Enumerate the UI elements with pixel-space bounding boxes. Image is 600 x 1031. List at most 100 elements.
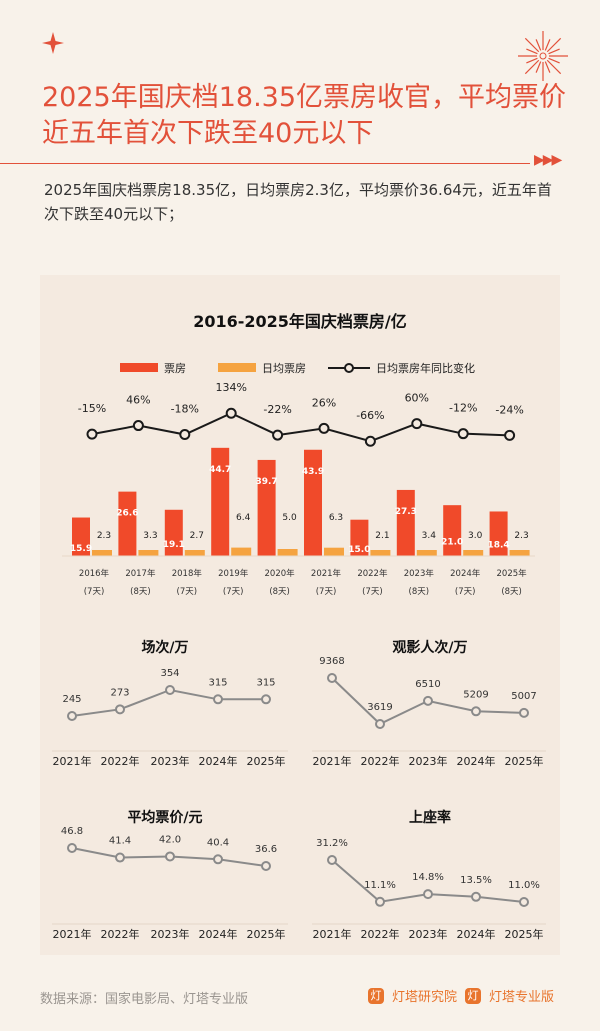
x-tick-label: 2025年 <box>247 754 286 768</box>
bar-label-box-office: 26.6 <box>116 509 138 519</box>
yoy-label: 134% <box>215 381 246 394</box>
trend-point <box>67 843 77 853</box>
trend-point <box>327 855 337 865</box>
legend-marker <box>344 363 354 373</box>
bar-daily-avg <box>184 550 205 556</box>
yoy-point <box>132 420 144 432</box>
x-tick-label: 2016年 <box>79 568 110 579</box>
trend-label: 354 <box>160 668 179 679</box>
page-title: 2025年国庆档18.35亿票房收官，平均票价近五年首次下跌至40元以下 <box>42 82 567 149</box>
x-tick-label: 2017年 <box>125 568 156 579</box>
trend-point <box>115 852 125 863</box>
trend-point <box>213 854 223 865</box>
bar-box-office <box>489 511 508 556</box>
trend-label: 6510 <box>415 679 440 690</box>
trend-label: 3619 <box>367 702 392 713</box>
trend-point <box>261 861 271 871</box>
bar-label-daily-avg: 3.0 <box>468 531 483 541</box>
bar-label-daily-avg: 2.7 <box>190 531 204 541</box>
x-tick-label: 2023年 <box>409 927 448 941</box>
x-tick-label: 2018年 <box>172 568 203 579</box>
firework-ray <box>546 59 562 75</box>
yoy-point <box>272 429 284 441</box>
trend-label: 273 <box>110 687 129 698</box>
bar-daily-avg <box>416 550 437 556</box>
yoy-label: -66% <box>356 409 384 422</box>
bar-box-office <box>211 447 230 556</box>
firework-ray <box>548 57 560 64</box>
bar-box-office <box>443 505 462 556</box>
trend-label: 40.4 <box>207 837 229 848</box>
bar-label-box-office: 21.0 <box>441 538 463 548</box>
yoy-label: 26% <box>312 396 336 409</box>
x-tick-label: 2024年 <box>457 927 496 941</box>
x-tick-label: 2023年 <box>409 754 448 768</box>
trend-point <box>213 694 223 705</box>
divider <box>0 163 530 164</box>
trend-point <box>327 673 337 683</box>
small-chart-title: 平均票价/元 <box>127 809 202 826</box>
chart-title: 2016-2025年国庆档票房/亿 <box>193 312 407 331</box>
trend-point <box>67 711 77 721</box>
x-tick-label: 2025年 <box>497 568 528 579</box>
x-tick-label: 2025年 <box>247 927 286 941</box>
bar-box-office <box>164 509 183 556</box>
bar-label-daily-avg: 3.3 <box>143 531 157 541</box>
lighthouse-research-logo-icon: 灯 <box>368 987 384 1004</box>
yoy-label: -12% <box>449 402 477 415</box>
x-tick-label: 2021年 <box>313 927 352 941</box>
x-tick-sublabel: (7天) <box>455 587 476 597</box>
firework-ray <box>524 59 540 75</box>
firework-ray <box>546 37 562 53</box>
x-tick-label: 2022年 <box>361 927 400 941</box>
x-tick-label: 2022年 <box>101 927 140 941</box>
yoy-label: 60% <box>405 392 429 405</box>
trend-point <box>471 891 481 902</box>
yoy-label: -18% <box>171 403 199 416</box>
triple-arrow-icon: ▶▶▶ <box>534 152 562 168</box>
x-tick-label: 2022年 <box>357 568 388 579</box>
yoy-label: -22% <box>263 403 291 416</box>
x-tick-label: 2024年 <box>457 754 496 768</box>
bar-label-box-office: 15.9 <box>70 544 92 554</box>
brand-pro: 灯塔专业版 <box>489 990 555 1005</box>
bar-label-daily-avg: 6.3 <box>329 513 343 523</box>
trend-point <box>471 706 481 717</box>
bar-daily-avg <box>463 550 484 556</box>
brand-logos: 灯 灯塔研究院 灯 灯塔专业版 <box>368 986 554 1005</box>
firework-center <box>539 52 547 60</box>
trend-point <box>115 704 125 715</box>
trend-label: 315 <box>208 677 227 688</box>
bar-label-box-office: 43.9 <box>302 467 324 477</box>
bar-daily-avg <box>370 550 391 556</box>
trend-label: 5007 <box>511 691 536 702</box>
x-tick-label: 2023年 <box>151 927 190 941</box>
x-tick-sublabel: (7天) <box>362 587 383 597</box>
x-tick-label: 2025年 <box>505 754 544 768</box>
bar-label-daily-avg: 2.3 <box>514 531 528 541</box>
trend-label: 11.1% <box>364 880 396 891</box>
trend-label: 315 <box>256 677 275 688</box>
bar-label-daily-avg: 2.1 <box>375 531 389 541</box>
yoy-point <box>411 418 423 430</box>
trend-point <box>423 889 433 900</box>
bar-label-daily-avg: 2.3 <box>97 531 111 541</box>
trend-point <box>519 897 529 907</box>
trend-label: 36.6 <box>255 844 277 855</box>
legend-swatch <box>120 363 158 372</box>
firework-ray <box>544 39 551 51</box>
legend-swatch <box>218 363 256 372</box>
bar-label-daily-avg: 3.4 <box>422 531 437 541</box>
x-tick-sublabel: (7天) <box>223 587 244 597</box>
bar-box-office <box>257 459 276 556</box>
firework-ray <box>526 57 538 64</box>
bar-label-box-office: 15.0 <box>348 545 370 555</box>
trend-label: 14.8% <box>412 872 444 883</box>
bar-daily-avg <box>324 547 344 556</box>
trend-point <box>375 719 385 729</box>
bar-box-office <box>304 449 322 556</box>
trend-label: 31.2% <box>316 838 348 849</box>
yoy-point <box>457 428 469 440</box>
trend-label: 46.8 <box>61 826 83 837</box>
